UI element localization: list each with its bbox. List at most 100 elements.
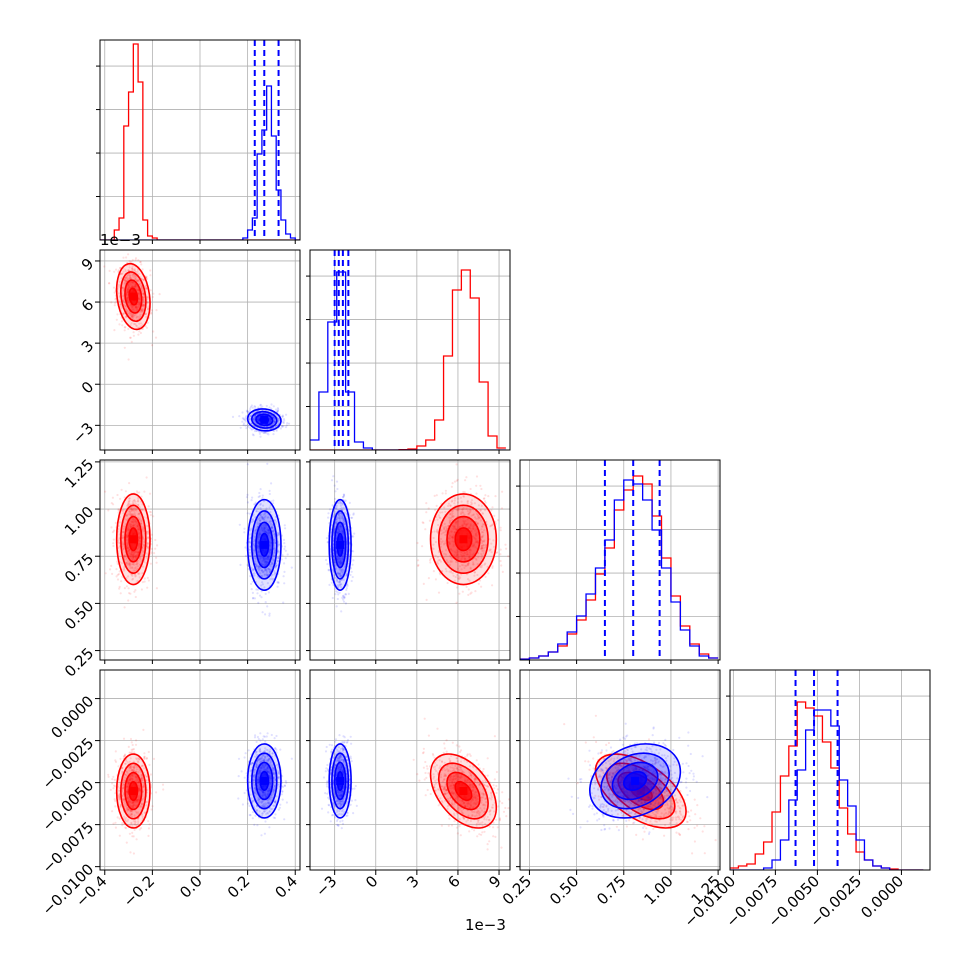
sample-point <box>455 553 458 556</box>
sample-point <box>117 798 120 801</box>
sample-point <box>474 541 477 544</box>
sample-point <box>341 514 344 517</box>
sample-point <box>475 534 478 537</box>
sample-point <box>461 525 464 528</box>
sample-point <box>478 579 482 582</box>
sample-point <box>131 513 134 516</box>
sample-point <box>260 557 263 560</box>
sample-point <box>343 596 346 599</box>
sample-point <box>272 499 275 502</box>
sample-point <box>137 503 140 506</box>
sample-point <box>245 409 248 412</box>
sample-point <box>283 524 286 527</box>
sample-point <box>134 555 137 558</box>
sample-point <box>142 782 145 785</box>
sample-point <box>142 299 145 302</box>
sample-point <box>122 530 125 534</box>
sample-point <box>459 576 462 579</box>
sample-point <box>137 758 141 761</box>
sample-point <box>130 557 133 560</box>
sample-point <box>143 811 146 815</box>
red-histogram-step <box>310 269 506 450</box>
sample-point <box>130 553 133 556</box>
sample-point <box>479 565 482 569</box>
sample-point <box>460 511 463 514</box>
sample-point <box>327 568 330 571</box>
sample-point <box>484 501 487 504</box>
sample-point <box>135 554 138 557</box>
sample-point <box>343 511 346 514</box>
sample-point <box>127 253 130 256</box>
sample-point <box>472 524 475 528</box>
sample-point <box>140 773 143 777</box>
sample-point <box>277 531 280 534</box>
sample-point <box>258 558 261 561</box>
sample-point <box>140 588 143 591</box>
sample-point <box>133 751 136 754</box>
sample-point <box>477 556 480 559</box>
sample-point <box>122 313 125 316</box>
sample-point <box>464 520 467 523</box>
sample-point <box>125 808 128 811</box>
sample-point <box>137 527 140 530</box>
sample-point <box>139 313 142 316</box>
sample-point <box>112 503 115 506</box>
sample-point <box>126 288 129 292</box>
sample-point <box>282 425 285 428</box>
sample-point <box>131 313 134 316</box>
sample-point <box>114 759 117 762</box>
sample-point <box>277 417 280 420</box>
sample-point <box>339 526 342 530</box>
sample-point <box>132 517 135 521</box>
sample-point <box>259 533 262 536</box>
sample-point <box>126 761 129 764</box>
sample-point <box>131 553 134 556</box>
sample-point <box>251 412 254 415</box>
sample-point <box>448 541 451 544</box>
sample-point <box>122 312 126 315</box>
sample-point <box>121 824 124 827</box>
sample-point <box>263 431 266 434</box>
sample-point <box>126 298 129 301</box>
sample-point <box>128 277 131 280</box>
sample-point <box>461 556 464 559</box>
sample-point <box>135 775 138 778</box>
sample-point <box>458 565 461 568</box>
sample-point <box>439 560 442 563</box>
sample-point <box>482 549 485 552</box>
sample-point <box>107 773 110 776</box>
sample-point <box>118 323 121 326</box>
sample-point <box>132 313 135 316</box>
sample-point <box>269 578 272 581</box>
sample-point <box>326 563 329 566</box>
sample-point <box>253 405 256 408</box>
sample-point <box>457 497 460 500</box>
sample-point <box>137 546 140 549</box>
sample-point <box>266 573 269 576</box>
sample-point <box>477 504 480 507</box>
sample-point <box>140 284 143 287</box>
sample-point <box>122 737 126 740</box>
sample-point <box>421 545 424 548</box>
sample-point <box>454 575 457 579</box>
sample-point <box>136 563 139 566</box>
sample-point <box>432 570 435 573</box>
sample-point <box>333 513 336 516</box>
sample-point <box>138 282 141 285</box>
sample-point <box>132 331 135 334</box>
sample-point <box>134 276 137 279</box>
sample-point <box>134 518 137 521</box>
sample-point <box>265 573 268 576</box>
sample-point <box>117 269 120 272</box>
sample-point <box>339 574 342 577</box>
histogram-panel <box>100 40 300 240</box>
sample-point <box>131 315 134 318</box>
sample-point <box>116 573 119 577</box>
sample-point <box>126 290 130 293</box>
sample-point <box>473 574 476 577</box>
sample-point <box>128 563 131 567</box>
sample-point <box>130 523 133 527</box>
sample-point <box>435 504 438 507</box>
sample-point <box>128 522 131 526</box>
sample-point <box>332 475 335 478</box>
